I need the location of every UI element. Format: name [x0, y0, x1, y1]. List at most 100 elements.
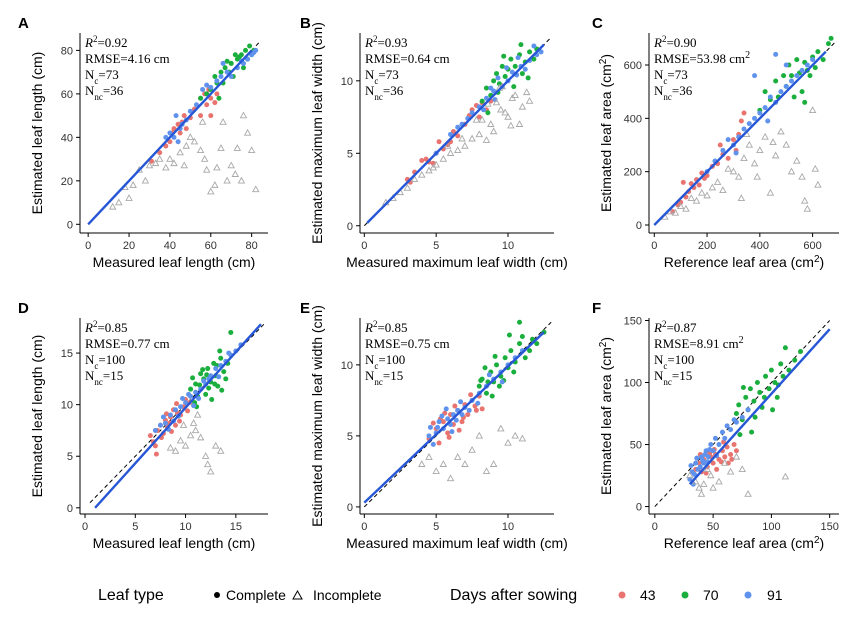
panel-d-point-91	[167, 412, 173, 418]
panel-d-point-incomplete	[191, 426, 200, 434]
panel-e-y-axis-title: Estimated maximum leaf width (cm)	[309, 305, 325, 527]
panel-f-rmse: RMSE=8.91 cm2	[654, 335, 744, 352]
panel-e-point-incomplete	[475, 431, 484, 439]
panel-f-point-70	[743, 394, 749, 400]
panel-c-point-43	[725, 155, 731, 161]
panel-c-point-incomplete	[808, 106, 817, 113]
panel-a-point-incomplete	[231, 170, 240, 177]
panel-c-point-91	[799, 67, 805, 73]
panel-c-point-incomplete	[800, 196, 809, 204]
legend-day-43-marker	[618, 591, 626, 599]
panel-d-point-incomplete	[176, 436, 185, 444]
panel-a-point-91	[200, 87, 206, 93]
panel-e-point-70	[522, 355, 528, 361]
panel-d-point-70	[203, 391, 209, 397]
panel-e-point-91	[427, 424, 433, 430]
legend-days-title: Days after sowing	[450, 587, 577, 604]
panel-d-point-91	[178, 404, 184, 410]
panel-a-point-incomplete	[180, 161, 188, 169]
panel-c-point-70	[812, 65, 818, 71]
panel-a-point-incomplete	[196, 146, 205, 154]
panel-a-y-tick-label: 80	[61, 45, 73, 57]
panel-f-point-incomplete	[707, 471, 715, 479]
panel-a-point-43	[149, 158, 155, 164]
panel-e-point-43	[473, 407, 479, 413]
panel-c-y-tick-label: 600	[624, 60, 642, 72]
panel-e-point-43	[446, 434, 452, 440]
panel-a-point-70	[247, 43, 253, 49]
panel-d-point-91	[173, 407, 179, 413]
panel-f-point-43	[722, 454, 728, 460]
panel-c-point-70	[825, 41, 831, 47]
panel-f-point-70	[768, 367, 774, 373]
panel-c-point-incomplete	[761, 132, 769, 140]
legend-day-70-marker	[681, 591, 689, 599]
panel-d-point-incomplete	[206, 467, 215, 475]
panel-f-point-70	[778, 361, 784, 367]
panel-e-point-70	[476, 383, 482, 389]
panel-e-point-43	[465, 412, 471, 418]
panel-f-point-70	[780, 373, 786, 379]
panel-d-point-91	[186, 391, 192, 397]
panel-a-point-incomplete	[176, 148, 184, 156]
panel-a-r2: R2=0.92	[84, 34, 128, 50]
panel-f-point-70	[736, 402, 742, 408]
panel-b-point-incomplete	[487, 120, 495, 127]
panel-e-point-43	[459, 419, 465, 425]
panel-b-point-43	[419, 158, 425, 164]
panel-b-point-incomplete	[472, 115, 481, 123]
panel-f-point-70	[740, 384, 746, 390]
panel-c-point-incomplete	[769, 138, 777, 145]
panel-c-point-incomplete	[782, 140, 790, 148]
legend-incomplete-marker	[292, 589, 303, 600]
panel-a-point-incomplete	[233, 144, 242, 151]
panel-e-point-70	[489, 393, 495, 399]
panel-d-point-70	[221, 369, 227, 375]
panel-f-y-tick-label: 150	[624, 315, 642, 327]
panel-b-point-incomplete	[522, 88, 531, 96]
panel-f-point-incomplete	[781, 472, 790, 480]
panel-b-point-70	[485, 110, 491, 116]
panel-b-letter: B	[300, 15, 311, 32]
panel-f-point-70	[770, 407, 776, 413]
panel-d-point-43	[174, 401, 180, 407]
panel-b-point-incomplete	[478, 115, 486, 123]
panel-f-point-91	[691, 471, 697, 477]
panel-b-point-incomplete	[482, 136, 491, 143]
panel-c-point-91	[810, 57, 816, 63]
panel-c-point-91	[752, 115, 758, 121]
panel-f-point-91	[733, 419, 739, 425]
panel-f-point-43	[714, 466, 720, 472]
legend-day-91-label: 91	[767, 587, 783, 603]
panel-a-point-incomplete	[211, 181, 219, 188]
panel-a-point-70	[232, 52, 238, 58]
panel-a-x-tick-label: 0	[85, 240, 91, 252]
panel-f-point-70	[763, 373, 769, 379]
panel-a-point-incomplete	[166, 154, 174, 162]
panel-a-point-43	[167, 139, 173, 145]
panel-c-point-incomplete	[740, 154, 748, 161]
panel-b-point-incomplete	[475, 130, 484, 138]
panel-c-point-incomplete	[756, 146, 764, 153]
panel-b-point-incomplete	[432, 160, 440, 168]
legend-day-43-label: 43	[640, 587, 656, 603]
panel-f-point-91	[697, 464, 703, 470]
panel-b-point-incomplete	[418, 170, 426, 178]
panel-e-point-incomplete	[461, 460, 469, 467]
panel-e-point-incomplete	[453, 453, 462, 460]
panel-f-y-tick-label: 0	[636, 502, 642, 514]
panel-a-point-70	[238, 52, 244, 58]
panel-d-x-tick-label: 15	[230, 521, 242, 533]
panel-c-point-incomplete	[671, 208, 680, 216]
panel-f-point-70	[757, 389, 763, 395]
panel-e-rmse: RMSE=0.75 cm	[365, 336, 450, 351]
legend-complete-marker	[214, 592, 220, 598]
panel-b-point-91	[448, 131, 454, 137]
panel-c-point-91	[757, 110, 763, 116]
panel-e-x-tick-label: 10	[502, 521, 514, 533]
panel-c-x-tick-label: 400	[751, 240, 769, 252]
panel-d-point-43	[153, 451, 159, 457]
panel-b-point-91	[483, 95, 489, 101]
panel-c-y-tick-label: 400	[624, 113, 642, 125]
